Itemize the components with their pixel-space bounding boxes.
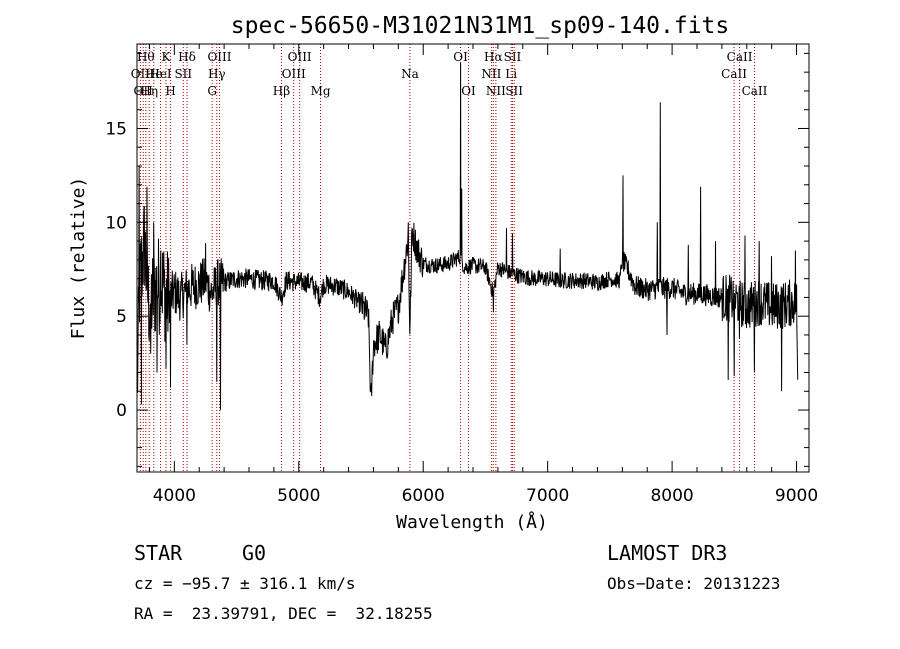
spectral-line-label: Hδ xyxy=(178,50,196,64)
spectral-line-label: HeI xyxy=(149,67,172,81)
y-tick-label: 5 xyxy=(116,307,127,327)
spectral-line-label: SII xyxy=(505,84,523,98)
object-subclass: G0 xyxy=(242,541,267,565)
spectral-line-label: H xyxy=(165,84,175,98)
x-tick-label: 4000 xyxy=(153,486,196,506)
survey-name: LAMOST DR3 xyxy=(607,541,728,565)
spectral-line-label: Hθ xyxy=(137,50,155,64)
spectral-line-label: Hβ xyxy=(273,84,290,98)
obs-date: Obs−Date: 20131223 xyxy=(607,574,781,593)
spectral-line-label: Na xyxy=(401,67,419,81)
x-tick-label: 9000 xyxy=(775,486,818,506)
spectral-line-label: OI xyxy=(453,50,468,64)
spectral-line-label: CaII xyxy=(742,84,768,98)
spectral-line-label: SII xyxy=(504,50,522,64)
x-tick-label: 8000 xyxy=(650,486,693,506)
spectral-line-label: Hα xyxy=(484,50,503,64)
y-tick-label: 10 xyxy=(105,213,127,233)
axis-ticks: 4000 5000 6000 7000 8000 9000 0 5 10 15 xyxy=(105,44,818,506)
spectral-line-label: OIII xyxy=(288,50,312,64)
spectral-line-label: SII xyxy=(174,67,192,81)
spectral-line-markers: OIIOIIHθHηHeHeIKHSIIHδGHγOIIIHβOIIIOIIIM… xyxy=(131,44,768,472)
spectral-line-label: He xyxy=(145,67,163,81)
spectral-line-label: Mg xyxy=(311,84,331,98)
spectral-line-label: CaII xyxy=(727,50,753,64)
spectral-line-label: OI xyxy=(461,84,476,98)
coordinates: RA = 23.39791, DEC = 32.18255 xyxy=(134,604,433,623)
spectral-line-label: K xyxy=(162,50,172,64)
spectral-line-label: CaII xyxy=(721,67,747,81)
x-axis-label: Wavelength (Å) xyxy=(396,511,548,533)
y-tick-label: 15 xyxy=(105,119,127,139)
y-axis-label: Flux (relative) xyxy=(68,177,89,340)
spectrum-line xyxy=(136,62,799,411)
x-tick-label: 5000 xyxy=(277,486,320,506)
spectral-line-label: Li xyxy=(505,67,517,81)
spectral-line-label: Hη xyxy=(140,84,158,98)
x-tick-label: 7000 xyxy=(526,486,569,506)
spectral-line-label: G xyxy=(207,84,217,98)
y-tick-label: 0 xyxy=(116,401,127,421)
chart-title: spec-56650-M31021N31M1_sp09-140.fits xyxy=(231,13,730,39)
spectral-line-label: NII xyxy=(481,67,501,81)
redshift-value: cz = −95.7 ± 316.1 km/s xyxy=(134,574,356,593)
spectral-line-label: OIII xyxy=(207,50,231,64)
spectral-line-label: OII xyxy=(134,84,154,98)
spectral-line-label: OIII xyxy=(282,67,306,81)
x-tick-label: 6000 xyxy=(402,486,445,506)
object-class: STAR xyxy=(134,541,183,565)
spectral-line-label: Hγ xyxy=(208,67,226,81)
spectral-line-label: NII xyxy=(486,84,506,98)
